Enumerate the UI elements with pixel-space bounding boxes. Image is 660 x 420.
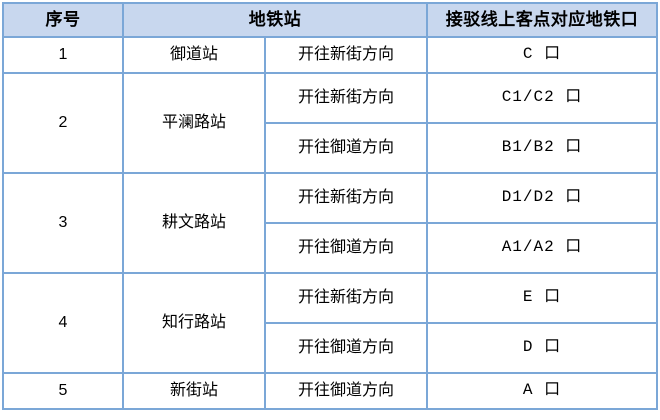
column-header-sequence: 序号 bbox=[2, 2, 124, 38]
cell-exit: A 口 bbox=[426, 372, 658, 410]
column-header-station: 地铁站 bbox=[122, 2, 428, 38]
table-row: 开往御道方向 B1/B2 口 bbox=[3, 122, 658, 174]
cell-station-name: 耕文路站 bbox=[122, 172, 266, 274]
cell-exit: B1/B2 口 bbox=[426, 122, 658, 174]
cell-station-name: 知行路站 bbox=[122, 272, 266, 374]
table-row: 5 新街站 开往御道方向 A 口 bbox=[2, 372, 658, 410]
cell-direction: 开往御道方向 bbox=[264, 372, 428, 410]
exit-label: C1/C2 口 bbox=[501, 88, 583, 107]
table-row: 4 知行路站 开往新街方向 E 口 bbox=[2, 272, 658, 374]
table-header-row: 序号 地铁站 接驳线上客点对应地铁口 bbox=[2, 2, 658, 38]
column-header-exit: 接驳线上客点对应地铁口 bbox=[426, 2, 658, 38]
exit-label: A1/A2 口 bbox=[501, 238, 583, 257]
exit-label: A 口 bbox=[522, 381, 562, 400]
cell-station-name: 新街站 bbox=[122, 372, 266, 410]
metro-exit-table: 序号 地铁站 接驳线上客点对应地铁口 1 御道站 开往新街方向 C 口 2 平澜路站 开往新… bbox=[2, 2, 658, 410]
cell-direction: 开往新街方向 bbox=[264, 272, 428, 324]
cell-direction: 开往御道方向 bbox=[264, 122, 428, 174]
table-row: 开往御道方向 A1/A2 口 bbox=[3, 222, 658, 274]
cell-direction: 开往新街方向 bbox=[264, 72, 428, 124]
table-row: 开往御道方向 D 口 bbox=[3, 322, 658, 374]
cell-exit: D1/D2 口 bbox=[426, 172, 658, 224]
cell-exit: E 口 bbox=[426, 272, 658, 324]
cell-direction: 开往新街方向 bbox=[264, 172, 428, 224]
cell-sequence: 4 bbox=[2, 272, 124, 374]
cell-exit: C1/C2 口 bbox=[426, 72, 658, 124]
exit-label: D1/D2 口 bbox=[501, 188, 583, 207]
exit-label: B1/B2 口 bbox=[501, 138, 583, 157]
cell-direction: 开往御道方向 bbox=[264, 222, 428, 274]
table-header: 序号 地铁站 接驳线上客点对应地铁口 bbox=[2, 2, 658, 38]
table-row: 3 耕文路站 开往新街方向 D1/D2 口 bbox=[2, 172, 658, 274]
cell-sequence: 3 bbox=[2, 172, 124, 274]
table-row: 2 平澜路站 开往新街方向 C1/C2 口 bbox=[2, 72, 658, 174]
cell-station-name: 平澜路站 bbox=[122, 72, 266, 174]
cell-direction: 开往御道方向 bbox=[264, 322, 428, 374]
cell-exit: C 口 bbox=[426, 36, 658, 74]
cell-station-name: 御道站 bbox=[122, 36, 266, 74]
exit-label: E 口 bbox=[522, 288, 562, 307]
cell-exit: D 口 bbox=[426, 322, 658, 374]
table-body: 1 御道站 开往新街方向 C 口 2 平澜路站 开往新街方向 C1/C2 口开往御道方向 B1/… bbox=[2, 36, 658, 410]
table-row: 1 御道站 开往新街方向 C 口 bbox=[2, 36, 658, 74]
cell-exit: A1/A2 口 bbox=[426, 222, 658, 274]
cell-sequence: 5 bbox=[2, 372, 124, 410]
cell-direction: 开往新街方向 bbox=[264, 36, 428, 74]
exit-label: C 口 bbox=[522, 45, 562, 64]
exit-label: D 口 bbox=[522, 338, 562, 357]
cell-sequence: 1 bbox=[2, 36, 124, 74]
cell-sequence: 2 bbox=[2, 72, 124, 174]
